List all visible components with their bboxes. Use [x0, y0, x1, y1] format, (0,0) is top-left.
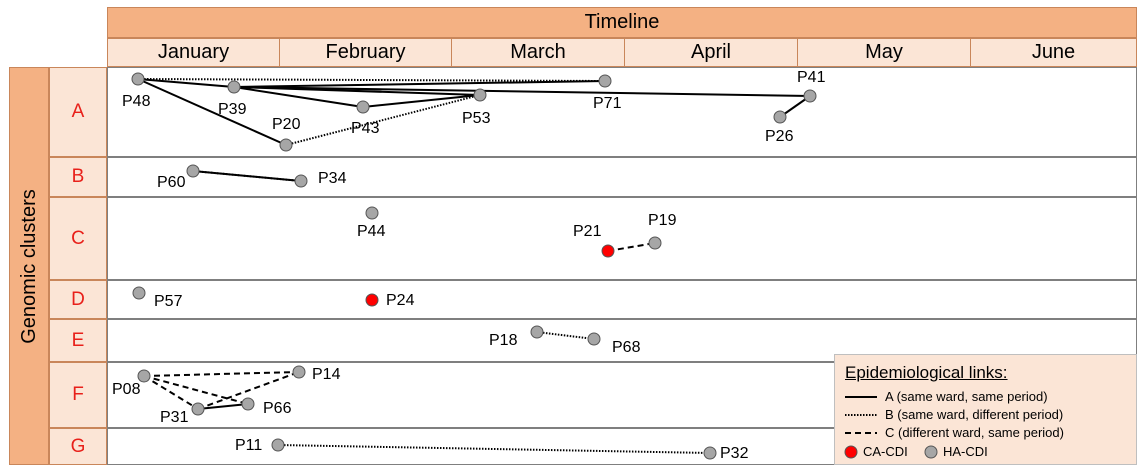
month-april: April [624, 38, 798, 67]
patient-node-p19 [648, 236, 662, 250]
patient-label-p41: P41 [797, 69, 826, 86]
patient-label-p34: P34 [318, 170, 347, 187]
legend: Epidemiological links: A (same ward, sam… [834, 354, 1137, 465]
patient-node-p08 [137, 369, 151, 383]
month-june: June [970, 38, 1137, 67]
link-p08-p14 [143, 371, 300, 377]
legend-ca-label: CA-CDI [863, 444, 908, 459]
link-p43-p53 [362, 94, 481, 108]
patient-label-p60: P60 [157, 174, 186, 191]
patient-label-p71: P71 [593, 95, 622, 112]
patient-node-p41 [803, 89, 817, 103]
patient-label-p66: P66 [263, 400, 292, 417]
patient-label-p14: P14 [312, 366, 341, 383]
patient-label-p68: P68 [612, 339, 641, 356]
legend-ha-label: HA-CDI [943, 444, 988, 459]
patient-label-p32: P32 [720, 445, 749, 462]
cluster-row-d [107, 280, 1137, 319]
patient-label-p43: P43 [351, 120, 380, 137]
cluster-label-a: A [49, 67, 107, 157]
link-p20-p53 [285, 94, 481, 146]
cluster-label-e: E [49, 319, 107, 362]
link-p48-p71 [137, 78, 606, 82]
link-p08-p66 [143, 375, 249, 405]
patient-label-p53: P53 [462, 110, 491, 127]
patient-node-p43 [356, 100, 370, 114]
patient-node-p66 [241, 397, 255, 411]
patient-node-p53 [473, 88, 487, 102]
patient-node-p48 [131, 72, 145, 86]
patient-label-p21: P21 [573, 223, 602, 240]
month-january: January [107, 38, 280, 67]
legend-title: Epidemiological links: [845, 363, 1008, 382]
patient-node-p68 [587, 332, 601, 346]
cluster-row-b [107, 157, 1137, 197]
legend-item-a: A (same ward, same period) [885, 389, 1048, 404]
link-p60-p34 [192, 170, 302, 182]
link-p39-p71 [233, 80, 606, 88]
link-p18-p68 [536, 331, 595, 340]
patient-label-p24: P24 [386, 292, 415, 309]
cluster-label-d: D [49, 280, 107, 319]
patient-label-p08: P08 [112, 381, 141, 398]
patient-node-p34 [294, 174, 308, 188]
link-p48-p20 [137, 78, 287, 146]
patient-label-p19: P19 [648, 212, 677, 229]
legend-symbols [844, 396, 938, 459]
patient-label-p11: P11 [235, 437, 263, 454]
patient-label-p18: P18 [489, 332, 518, 349]
patient-node-p57 [132, 286, 146, 300]
cluster-label-f: F [49, 362, 107, 428]
patient-node-p14 [292, 365, 306, 379]
cluster-label-b: B [49, 157, 107, 197]
patient-node-p31 [191, 402, 205, 416]
link-p31-p66 [197, 403, 249, 410]
month-march: March [451, 38, 625, 67]
legend-ca-dot [844, 445, 858, 459]
patient-label-p57: P57 [154, 293, 183, 310]
patient-label-p31: P31 [160, 409, 189, 426]
cluster-label-c: C [49, 197, 107, 280]
legend-item-c: C (different ward, same period) [885, 425, 1064, 440]
link-p48-p39 [137, 78, 235, 88]
month-may: May [797, 38, 971, 67]
cluster-row-c [107, 197, 1137, 280]
patient-node-p39 [227, 80, 241, 94]
legend-ha-dot [924, 445, 938, 459]
genomic-clusters-label: Genomic clusters [9, 67, 49, 465]
patient-node-p20 [279, 138, 293, 152]
link-p11-p32 [277, 444, 711, 454]
link-p21-p19 [607, 242, 656, 252]
patient-label-p39: P39 [218, 101, 247, 118]
patient-label-p48: P48 [122, 93, 151, 110]
patient-node-p11 [271, 438, 285, 452]
patient-node-p21 [601, 244, 615, 258]
patient-node-p60 [186, 164, 200, 178]
patient-node-p71 [598, 74, 612, 88]
patient-label-p20: P20 [272, 116, 301, 133]
patient-label-p44: P44 [357, 223, 386, 240]
patient-node-p26 [773, 110, 787, 124]
timeline-title: Timeline [107, 7, 1137, 38]
link-p39-p41 [233, 86, 811, 97]
link-p39-p43 [233, 86, 364, 108]
link-p39-p53 [233, 86, 481, 96]
patient-label-p26: P26 [765, 128, 794, 145]
legend-item-b: B (same ward, different period) [885, 407, 1064, 422]
patient-node-p32 [703, 446, 717, 460]
patient-node-p44 [365, 206, 379, 220]
patient-node-p18 [530, 325, 544, 339]
patient-node-p24 [365, 293, 379, 307]
month-february: February [279, 38, 452, 67]
cluster-label-g: G [49, 428, 107, 465]
link-p31-p14 [197, 371, 300, 410]
link-p08-p31 [143, 375, 199, 410]
